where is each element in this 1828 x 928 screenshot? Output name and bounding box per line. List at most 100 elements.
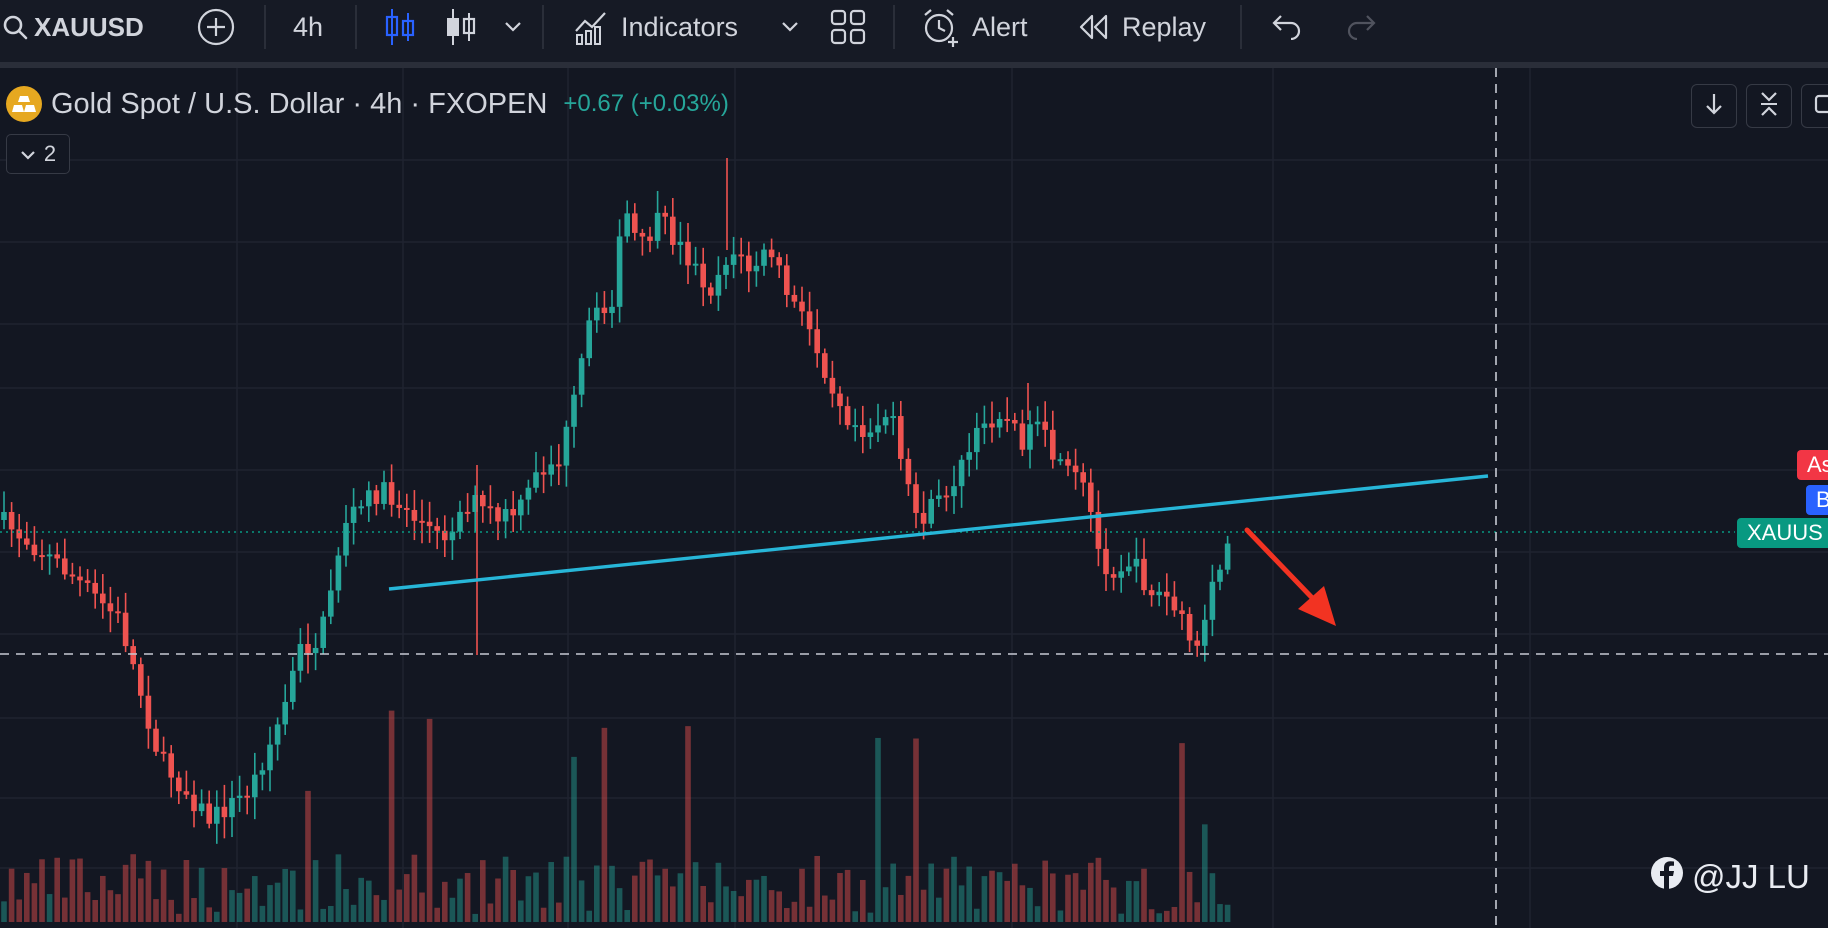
collapse-pane-button[interactable] xyxy=(1746,84,1792,128)
candle-body xyxy=(1034,421,1041,425)
candle-body xyxy=(312,647,319,654)
volume-bar xyxy=(8,868,15,922)
candle-body xyxy=(624,213,630,237)
volume-bar xyxy=(274,882,281,922)
indicators-button[interactable]: Indicators xyxy=(573,0,738,54)
volume-bar xyxy=(404,874,410,922)
volume-bar xyxy=(381,899,387,922)
indicators-dropdown[interactable] xyxy=(780,0,800,54)
collapse-count: 2 xyxy=(43,141,57,166)
volume-bar xyxy=(806,906,813,922)
hollow-candles-button[interactable] xyxy=(445,0,477,54)
candle-body xyxy=(852,425,858,428)
indicators-label: Indicators xyxy=(621,11,739,42)
candle-body xyxy=(366,490,372,507)
volume-bar xyxy=(214,911,220,922)
candle-body xyxy=(1110,574,1117,578)
volume-bar xyxy=(1224,904,1231,922)
candle-body xyxy=(609,306,615,314)
candle-body xyxy=(1118,571,1124,578)
candle-body xyxy=(647,236,653,241)
move-pane-down-button[interactable] xyxy=(1691,84,1737,128)
candle-body xyxy=(502,509,509,522)
volume-bar xyxy=(305,790,311,922)
volume-bar xyxy=(396,889,402,922)
candle-body xyxy=(176,777,182,792)
candles-style-button[interactable] xyxy=(384,0,416,54)
volume-bar xyxy=(229,890,235,922)
volume-bar xyxy=(920,889,927,922)
volume-bar xyxy=(411,854,418,922)
volume-bar xyxy=(449,897,456,922)
volume-bar xyxy=(426,718,433,922)
volume-bar xyxy=(548,862,554,922)
chart-pane[interactable] xyxy=(0,68,1828,928)
compare-add-button[interactable] xyxy=(197,0,235,54)
volume-bar xyxy=(388,710,395,922)
volume-bar xyxy=(533,872,539,922)
candle-body xyxy=(905,458,912,485)
candle-body xyxy=(1050,429,1056,460)
alert-button[interactable]: Alert xyxy=(920,0,1028,54)
undo-button[interactable] xyxy=(1272,0,1302,54)
volume-bar xyxy=(107,890,114,922)
candle-body xyxy=(236,795,243,798)
redo-button[interactable] xyxy=(1346,0,1376,54)
candle-body xyxy=(381,482,387,504)
alert-label: Alert xyxy=(972,11,1028,42)
volume-bar xyxy=(692,862,699,922)
volume-bar xyxy=(366,880,372,922)
volume-bar xyxy=(799,868,805,922)
interval-button[interactable]: 4h xyxy=(293,0,323,54)
volume-bar xyxy=(442,881,448,922)
candle-body xyxy=(829,377,836,394)
volume-bar xyxy=(350,904,357,922)
candle-body xyxy=(662,212,668,217)
volume-bar xyxy=(502,856,509,922)
candle-body xyxy=(692,263,699,266)
candle-body xyxy=(244,795,250,798)
candle-body xyxy=(882,417,889,426)
candle-body xyxy=(784,265,790,295)
chart-type-dropdown[interactable] xyxy=(503,0,523,54)
candle-body xyxy=(1171,596,1178,611)
candle-body xyxy=(480,495,486,507)
candle-body xyxy=(746,255,752,272)
volume-bar xyxy=(989,870,995,922)
indicator-collapse-button[interactable]: 2 xyxy=(6,134,70,174)
trendline xyxy=(388,474,1489,591)
candle-body xyxy=(1012,420,1018,424)
candle-body xyxy=(16,529,22,539)
candle-body xyxy=(700,263,706,288)
candle-body xyxy=(373,490,380,504)
candle-body xyxy=(69,574,76,577)
legend-change: +0.67 (+0.03%) xyxy=(563,90,729,117)
volume-bar xyxy=(183,859,190,922)
volume-bar xyxy=(221,868,228,922)
maximize-pane-button[interactable] xyxy=(1801,84,1828,128)
volume-bar xyxy=(267,885,273,922)
volume-bar xyxy=(282,868,288,922)
volume-bar xyxy=(1202,824,1208,922)
volume-bar xyxy=(1012,863,1018,922)
volume-bar xyxy=(335,854,342,922)
layout-button[interactable] xyxy=(830,0,866,54)
volume-bar xyxy=(168,899,174,922)
volume-bar xyxy=(875,737,881,922)
candle-body xyxy=(1103,548,1109,575)
volume-bar xyxy=(624,910,630,922)
candle-body xyxy=(214,806,220,824)
volume-bar xyxy=(1118,913,1124,922)
price-chart[interactable] xyxy=(0,68,1828,928)
replay-button[interactable]: Replay xyxy=(1078,0,1206,54)
candle-body xyxy=(632,213,638,233)
candle-body xyxy=(1224,543,1231,570)
arrow-shaft xyxy=(1244,527,1323,609)
symbol-search[interactable]: XAUUSD xyxy=(2,0,144,54)
candle-body xyxy=(46,554,53,557)
chevron-down-icon xyxy=(503,20,523,34)
candle-body xyxy=(411,509,418,521)
candle-body xyxy=(1164,591,1170,597)
candle-body xyxy=(1065,459,1071,466)
undo-icon xyxy=(1272,14,1302,40)
